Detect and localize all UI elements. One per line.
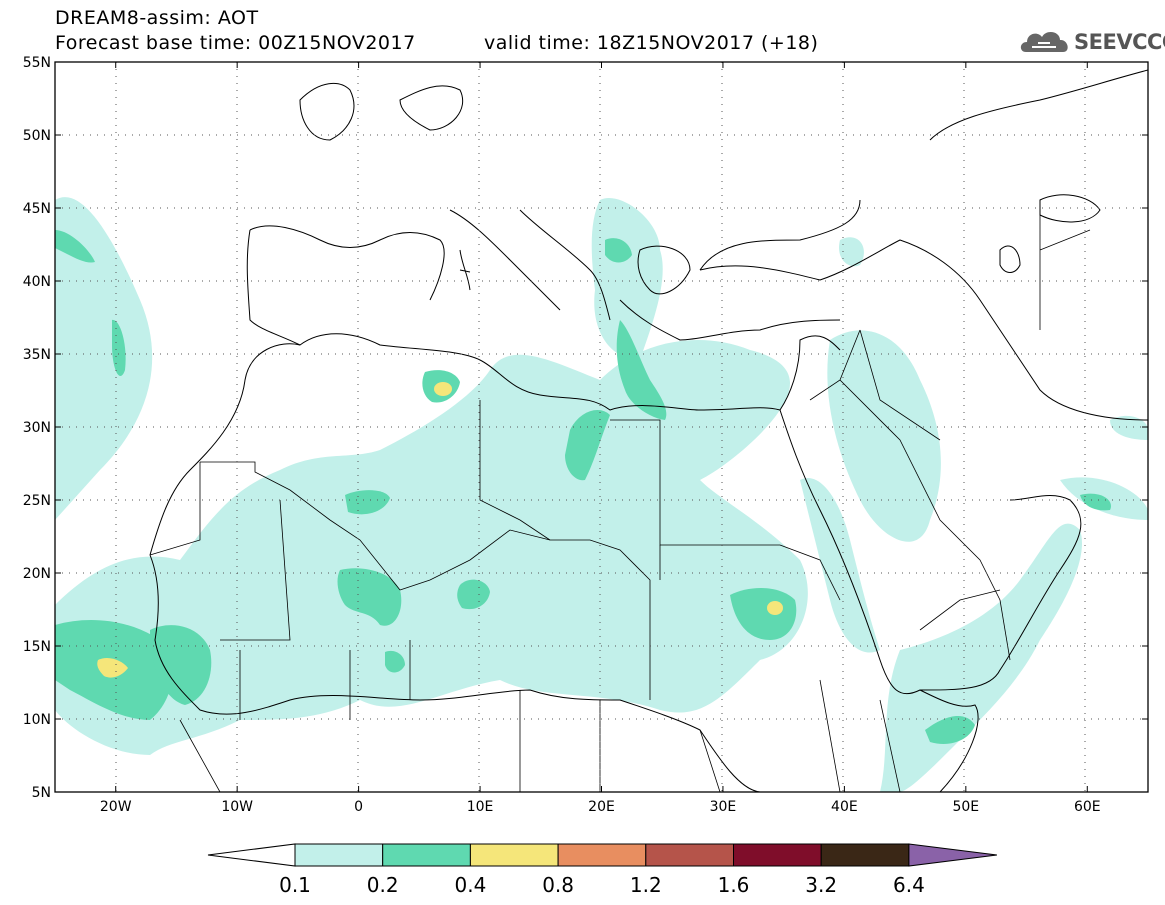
chart-title: DREAM8-assim: AOT [55,7,259,29]
latitude-label: 30N [23,420,51,436]
axis-ticks [55,61,1148,793]
aot-contour-0-4 [97,382,783,678]
aot-contour-0-1 [55,197,1148,792]
latitude-label: 15N [23,639,51,655]
longitude-label: 20W [100,799,132,815]
latitude-labels: 55N 50N 45N 40N 35N 30N 25N 20N 15N 10N 5N [23,55,51,801]
colorbar-box [469,843,559,867]
logo-text: SEEVCCC [1074,30,1165,54]
colorbar-label: 0.2 [367,873,399,897]
seevccc-logo: SEEVCCC [1018,24,1165,58]
latitude-label: 55N [23,55,51,71]
coastlines [149,69,1148,792]
latitude-label: 5N [32,785,51,801]
cloud-logo-icon [1020,31,1068,52]
longitude-label: 50E [952,799,979,815]
colorbar-box [733,843,822,867]
longitude-label: 60E [1074,799,1101,815]
latitude-label: 20N [23,566,51,582]
graticule [55,62,1148,792]
colorbar-label: 1.6 [718,873,750,897]
longitude-label: 30E [710,799,737,815]
longitude-label: 10W [221,799,253,815]
colorbar-box [294,843,384,867]
latitude-label: 40N [23,274,51,290]
latitude-label: 50N [23,128,51,144]
latitude-label: 25N [23,493,51,509]
valid-time: valid time: 18Z15NOV2017 (+18) [484,32,819,54]
colorbar-arrow-low [207,843,296,867]
colorbar-box [820,843,910,867]
latitude-label: 35N [23,347,51,363]
colorbar-box [382,843,471,867]
longitude-label: 0 [354,799,363,815]
latitude-label: 45N [23,201,51,217]
colorbar-label: 3.2 [805,873,837,897]
longitude-label: 40E [831,799,858,815]
colorbar-label: 0.8 [542,873,574,897]
country-borders [149,200,1091,792]
aot-contour-0-2 [55,230,1111,745]
colorbar-box [557,843,647,867]
colorbar-box [645,843,734,867]
longitude-labels: 20W 10W 0 10E 20E 30E 40E 50E 60E [100,799,1101,815]
colorbar-label: 0.1 [279,873,311,897]
colorbar-label: 1.2 [630,873,662,897]
colorbar-arrow-high [908,843,997,867]
latitude-label: 10N [23,712,51,728]
longitude-label: 20E [588,799,615,815]
colorbar-label: 0.4 [454,873,486,897]
longitude-label: 10E [467,799,494,815]
forecast-base-time: Forecast base time: 00Z15NOV2017 [55,32,416,54]
colorbar-label: 6.4 [893,873,925,897]
